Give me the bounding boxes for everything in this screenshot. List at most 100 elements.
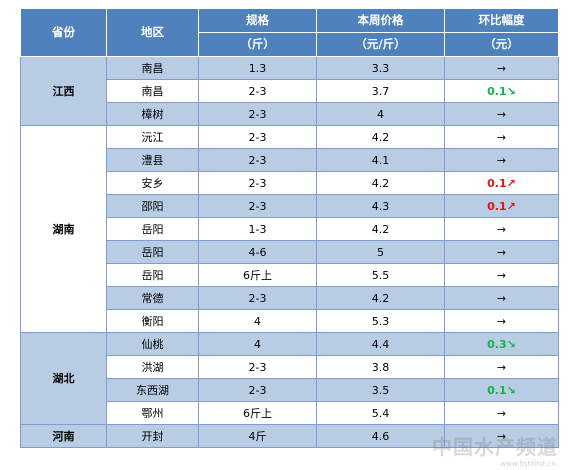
arrow-right-icon: → bbox=[496, 429, 507, 443]
arrow-down-icon: ↘ bbox=[506, 337, 516, 351]
spec-cell: 4 bbox=[198, 332, 317, 356]
table-row: 河南 开封 4斤 4.6 → bbox=[20, 424, 559, 448]
spec-cell: 2-3 bbox=[198, 194, 317, 218]
table-row: 安乡 2-3 4.2 0.1↗ bbox=[21, 171, 559, 195]
price-cell: 5.5 bbox=[316, 263, 445, 287]
header-spec: 规格 bbox=[198, 8, 317, 33]
arrow-right-icon: → bbox=[496, 130, 507, 144]
region-cell: 常德 bbox=[106, 286, 199, 310]
watermark-url: www.fishfirst.cn bbox=[500, 460, 556, 468]
price-cell: 4 bbox=[316, 102, 445, 126]
watermark-logo: 中国水产频道 bbox=[432, 435, 558, 459]
province-cell: 湖南 bbox=[20, 125, 107, 333]
spec-cell: 4 bbox=[198, 309, 317, 333]
price-cell: 3.3 bbox=[316, 56, 445, 80]
header-province: 省份 bbox=[20, 8, 107, 57]
price-cell: 4.2 bbox=[316, 217, 445, 241]
arrow-right-icon: → bbox=[496, 245, 507, 259]
header-change-unit: （元） bbox=[444, 32, 559, 57]
spec-cell: 4斤 bbox=[198, 424, 317, 448]
table-row: 衡阳 4 5.3 → bbox=[21, 309, 559, 333]
spec-cell: 2-3 bbox=[198, 355, 317, 379]
arrow-right-icon: → bbox=[496, 107, 507, 121]
change-cell: → bbox=[444, 148, 559, 172]
arrow-up-icon: ↗ bbox=[506, 199, 516, 213]
region-cell: 东西湖 bbox=[106, 378, 199, 402]
change-cell: → bbox=[444, 125, 559, 149]
region-cell: 衡阳 bbox=[106, 309, 199, 333]
table-row: 南昌 2-3 3.7 0.1↘ bbox=[21, 79, 559, 103]
region-cell: 樟树 bbox=[106, 102, 199, 126]
change-cell: → bbox=[444, 355, 559, 379]
change-value: 0.1 bbox=[487, 199, 507, 213]
region-cell: 洪湖 bbox=[106, 355, 199, 379]
region-cell: 澧县 bbox=[106, 148, 199, 172]
change-cell: → bbox=[444, 424, 559, 448]
change-cell: 0.1↘ bbox=[444, 79, 559, 103]
province-cell: 江西 bbox=[20, 56, 107, 126]
spec-cell: 1.3 bbox=[198, 56, 317, 80]
spec-cell: 2-3 bbox=[198, 102, 317, 126]
price-cell: 4.2 bbox=[316, 171, 445, 195]
change-cell: → bbox=[444, 309, 559, 333]
change-cell: → bbox=[444, 263, 559, 287]
spec-cell: 6斤上 bbox=[198, 263, 317, 287]
header-spec-unit: （斤） bbox=[198, 32, 317, 57]
change-cell: → bbox=[444, 286, 559, 310]
header-change: 环比幅度 bbox=[444, 8, 559, 33]
change-value: 0.1 bbox=[487, 84, 507, 98]
header-price-unit: （元/斤） bbox=[316, 32, 445, 57]
region-cell: 鄂州 bbox=[106, 401, 199, 425]
header-region: 地区 bbox=[106, 8, 199, 57]
change-cell: 0.1↗ bbox=[444, 171, 559, 195]
table-row: 鄂州 6斤上 5.4 → bbox=[21, 401, 559, 425]
price-cell: 4.2 bbox=[316, 125, 445, 149]
change-cell: → bbox=[444, 401, 559, 425]
region-cell: 南昌 bbox=[106, 79, 199, 103]
price-cell: 4.3 bbox=[316, 194, 445, 218]
price-cell: 3.8 bbox=[316, 355, 445, 379]
price-cell: 4.4 bbox=[316, 332, 445, 356]
spec-cell: 6斤上 bbox=[198, 401, 317, 425]
price-cell: 4.1 bbox=[316, 148, 445, 172]
table-row: 岳阳 6斤上 5.5 → bbox=[21, 263, 559, 287]
change-cell: 0.1↗ bbox=[444, 194, 559, 218]
region-cell: 岳阳 bbox=[106, 263, 199, 287]
region-cell: 沅江 bbox=[106, 125, 199, 149]
arrow-right-icon: → bbox=[496, 222, 507, 236]
arrow-right-icon: → bbox=[496, 360, 507, 374]
change-cell: → bbox=[444, 240, 559, 264]
arrow-right-icon: → bbox=[496, 268, 507, 282]
region-cell: 岳阳 bbox=[106, 217, 199, 241]
change-value: 0.3 bbox=[487, 337, 507, 351]
region-cell: 安乡 bbox=[106, 171, 199, 195]
price-cell: 3.5 bbox=[316, 378, 445, 402]
region-cell: 南昌 bbox=[106, 56, 199, 80]
arrow-right-icon: → bbox=[496, 314, 507, 328]
spec-cell: 2-3 bbox=[198, 171, 317, 195]
change-cell: → bbox=[444, 102, 559, 126]
table-row: 岳阳 1-3 4.2 → bbox=[21, 217, 559, 241]
change-cell: 0.3↘ bbox=[444, 332, 559, 356]
price-cell: 4.6 bbox=[316, 424, 445, 448]
arrow-up-icon: ↗ bbox=[506, 176, 516, 190]
spec-cell: 2-3 bbox=[198, 286, 317, 310]
spec-cell: 2-3 bbox=[198, 378, 317, 402]
spec-cell: 1-3 bbox=[198, 217, 317, 241]
table-row: 江西 南昌 1.3 3.3 → bbox=[20, 56, 559, 126]
province-cell: 河南 bbox=[20, 424, 107, 448]
region-cell: 开封 bbox=[106, 424, 199, 448]
table-row: 澧县 2-3 4.1 → bbox=[21, 148, 559, 172]
arrow-right-icon: → bbox=[496, 153, 507, 167]
table-row: 樟树 2-3 4 → bbox=[21, 102, 559, 126]
region-cell: 邵阳 bbox=[106, 194, 199, 218]
spec-cell: 4-6 bbox=[198, 240, 317, 264]
arrow-right-icon: → bbox=[496, 61, 507, 75]
table-row: 东西湖 2-3 3.5 0.1↘ bbox=[21, 378, 559, 402]
change-cell: → bbox=[444, 217, 559, 241]
arrow-right-icon: → bbox=[496, 291, 507, 305]
price-cell: 5 bbox=[316, 240, 445, 264]
table-row: 常德 2-3 4.2 → bbox=[21, 286, 559, 310]
price-cell: 3.7 bbox=[316, 79, 445, 103]
arrow-right-icon: → bbox=[496, 406, 507, 420]
